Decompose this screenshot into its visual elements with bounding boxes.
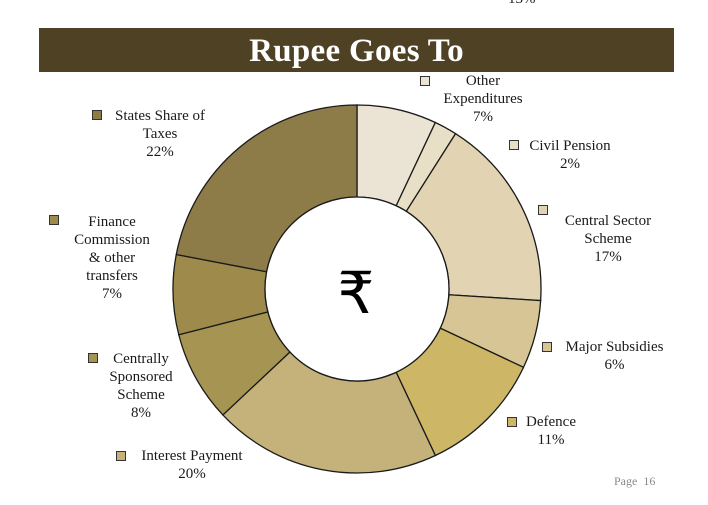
legend-marker-centrally-sponsored (88, 353, 98, 363)
cutoff-percentage: 13% (508, 0, 536, 8)
rupee-symbol: ₹ (337, 259, 375, 327)
legend-marker-major-subsidies (542, 342, 552, 352)
page-number: Page 16 (614, 474, 656, 488)
legend-marker-central-sector (538, 205, 548, 215)
label-centrally-sponsored-scheme: Centrally Sponsored Scheme 8% (109, 351, 173, 421)
label-interest-payment: Interest Payment 20% (141, 448, 243, 482)
label-civil-pension: Civil Pension 2% (529, 138, 611, 172)
legend-marker-civil-pension (509, 140, 519, 150)
label-finance-commission: Finance Commission & other transfers 7% (74, 214, 150, 302)
chart-title: Rupee Goes To (249, 33, 464, 69)
donut-hole (264, 196, 450, 382)
legend-marker-other-expenditures (420, 76, 430, 86)
label-central-sector-scheme: Central Sector Scheme 17% (564, 213, 652, 265)
label-other-expenditures: Other Expenditures 7% (443, 73, 523, 125)
legend-marker-finance-commission (49, 215, 59, 225)
label-defence: Defence 11% (526, 414, 576, 448)
label-major-subsidies: Major Subsidies 6% (565, 339, 664, 373)
legend-marker-states-share (92, 110, 102, 120)
label-states-share-of-taxes: States Share of Taxes 22% (115, 108, 205, 160)
legend-marker-defence (507, 417, 517, 427)
legend-marker-interest-payment (116, 451, 126, 461)
title-bar: Rupee Goes To (39, 28, 674, 72)
